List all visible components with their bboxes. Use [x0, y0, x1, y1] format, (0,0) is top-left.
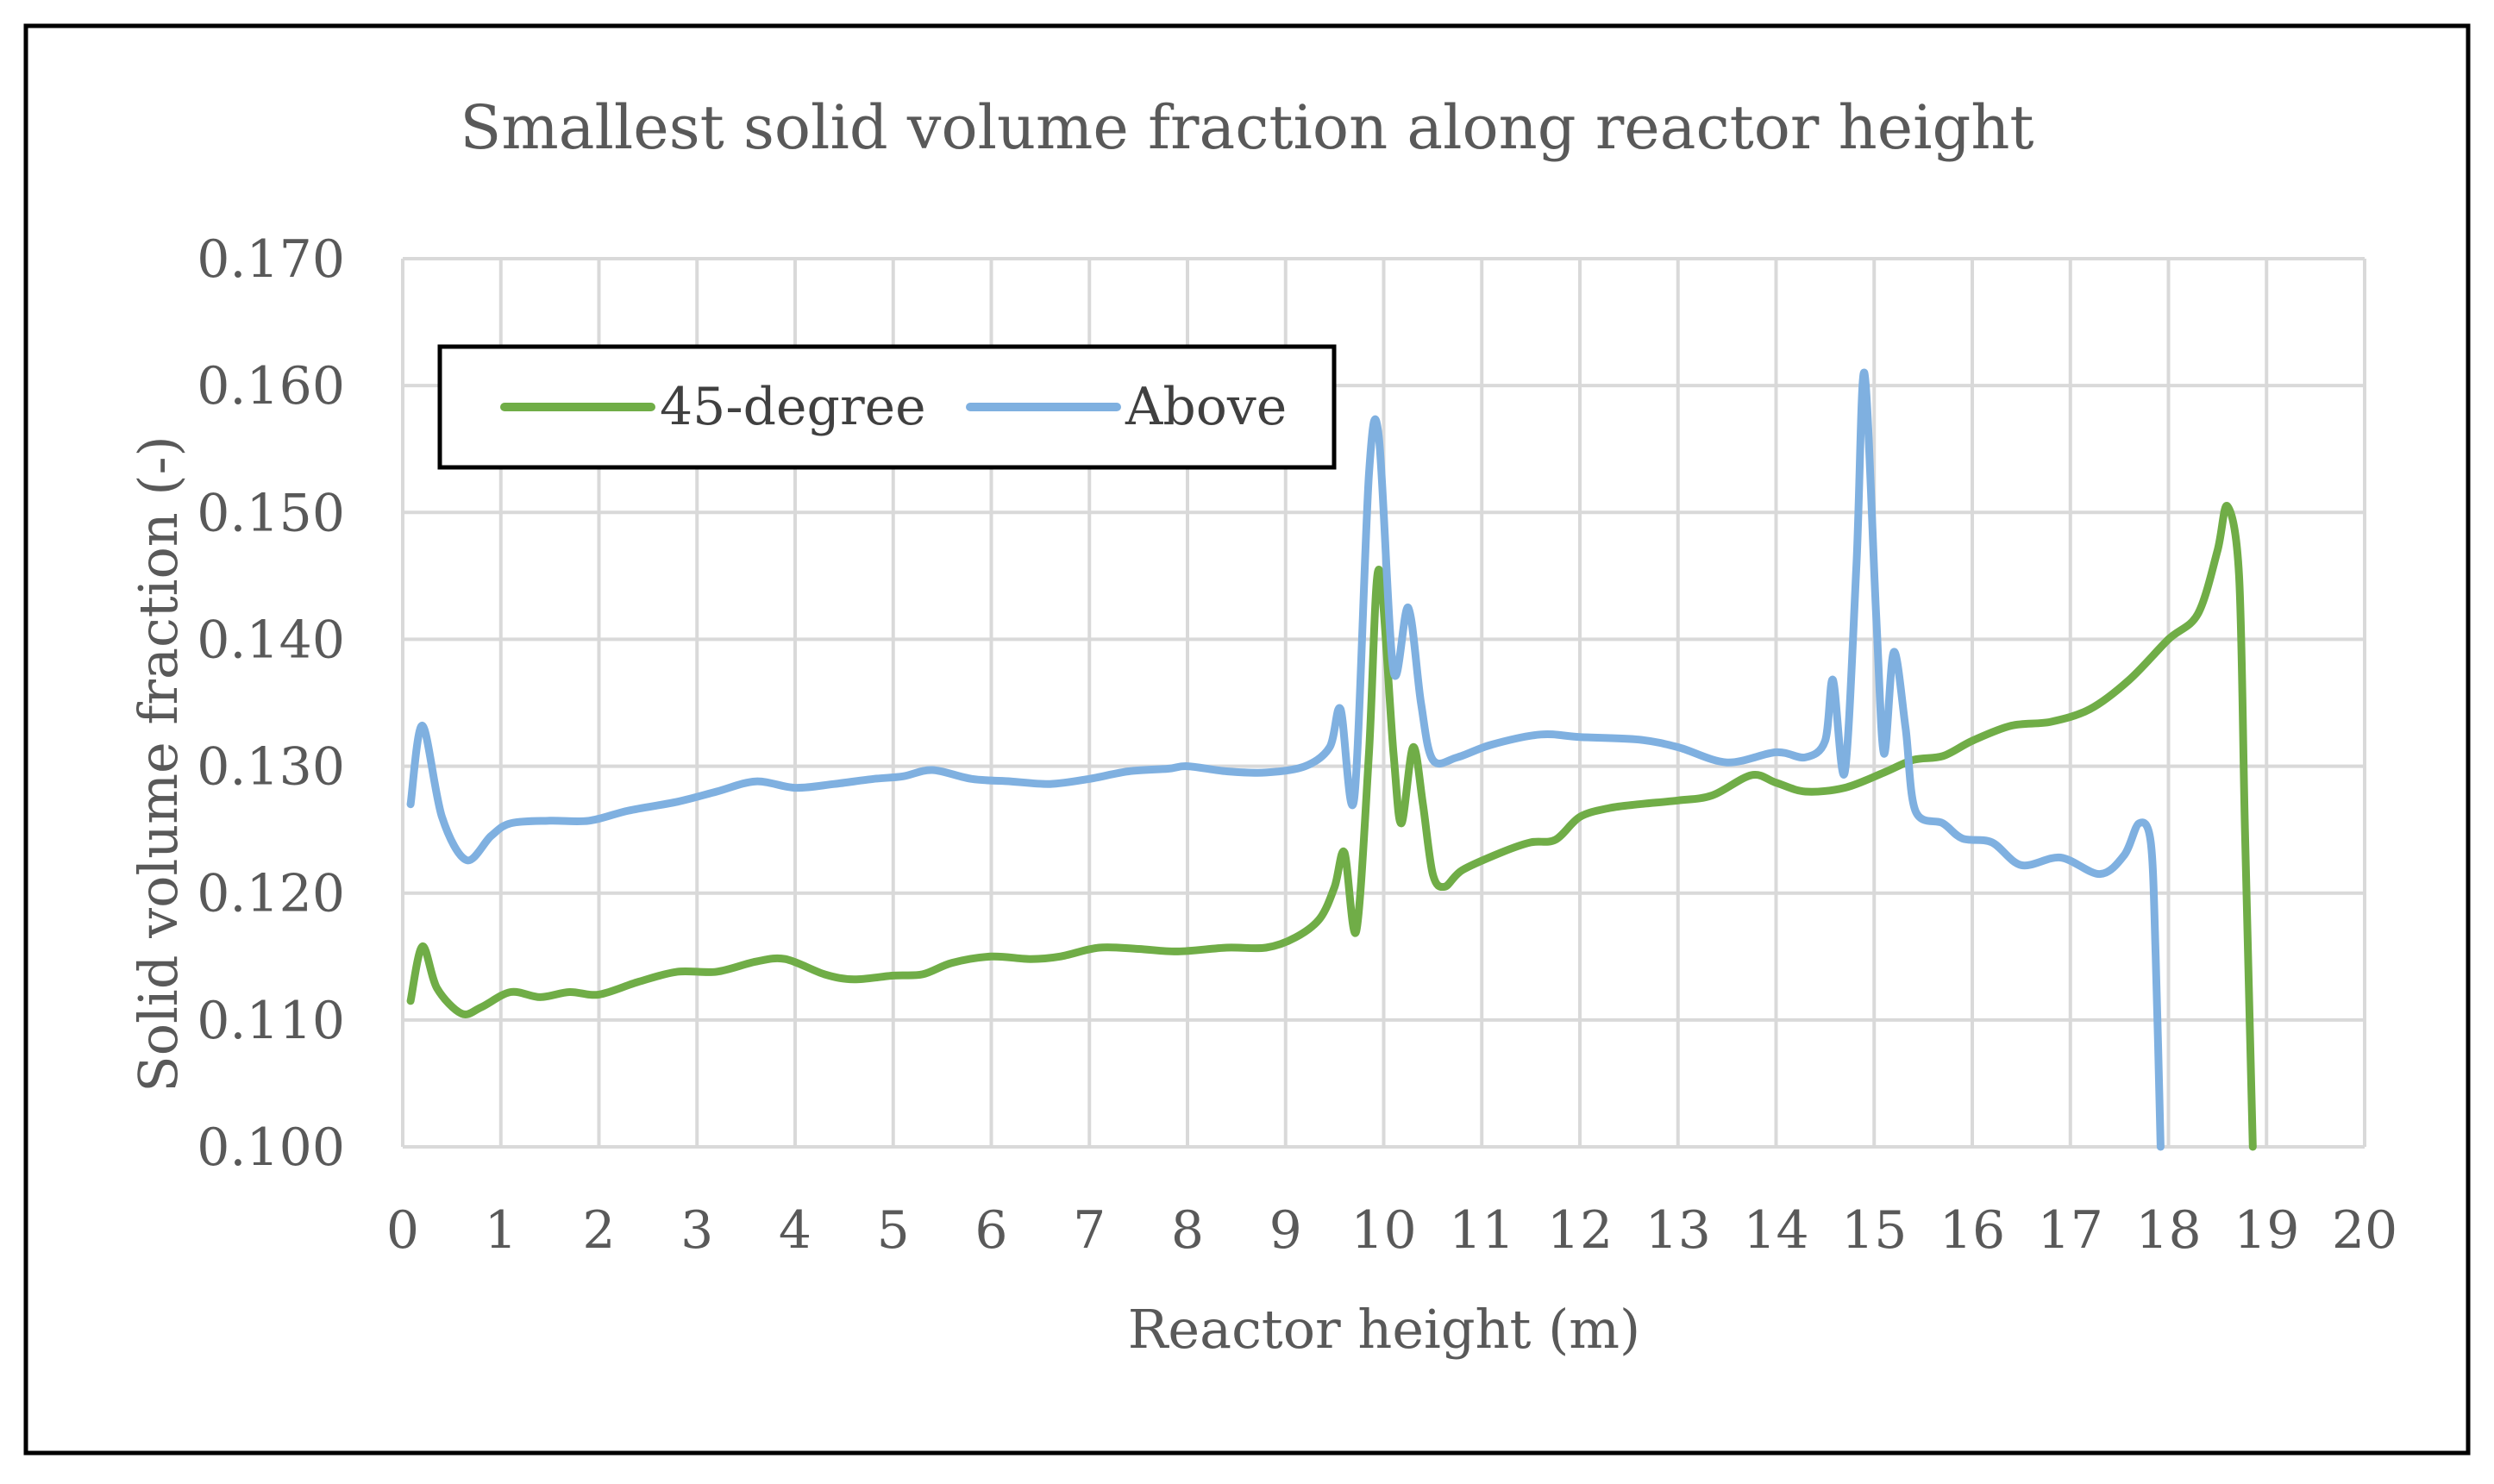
- x-axis-title: Reactor height (m): [1128, 1298, 1641, 1361]
- x-tick-label: 19: [2234, 1200, 2299, 1261]
- y-tick-label: 0.110: [197, 991, 345, 1051]
- legend-label-above: Above: [1125, 377, 1287, 437]
- y-axis-ticks: 0.100 0.110 0.120 0.130 0.140 0.150 0.160 0.170: [197, 229, 345, 1178]
- x-tick-label: 6: [974, 1200, 1007, 1261]
- y-axis-title: Solid volume fraction (-): [127, 435, 190, 1092]
- x-tick-label: 13: [1645, 1200, 1711, 1261]
- series-line-above: [406, 368, 2165, 1151]
- chart-title: Smallest solid volume fraction along rea…: [460, 92, 2033, 163]
- y-tick-label: 0.150: [197, 483, 345, 543]
- y-tick-label: 0.170: [197, 229, 345, 290]
- x-tick-label: 15: [1841, 1200, 1907, 1261]
- x-axis-ticks: 0 1 2 3 4 5 6 7 8 9 10 11 12 13 14 15 16 17 18 19 20: [386, 1200, 2397, 1261]
- y-tick-label: 0.120: [197, 864, 345, 924]
- y-tick-label: 0.140: [197, 610, 345, 670]
- x-tick-label: 9: [1269, 1200, 1302, 1261]
- x-tick-label: 14: [1743, 1200, 1808, 1261]
- y-tick-label: 0.100: [197, 1118, 345, 1178]
- x-tick-label: 11: [1449, 1200, 1514, 1261]
- x-tick-label: 0: [386, 1200, 419, 1261]
- series-line-45-degree: [406, 502, 2257, 1151]
- x-tick-label: 4: [779, 1200, 811, 1261]
- y-tick-label: 0.160: [197, 356, 345, 416]
- x-tick-label: 16: [1939, 1200, 2005, 1261]
- x-tick-label: 12: [1547, 1200, 1613, 1261]
- x-tick-label: 20: [2332, 1200, 2397, 1261]
- legend: 45-degree Above: [437, 344, 1337, 470]
- series-layer: [406, 368, 2257, 1151]
- x-tick-label: 18: [2135, 1200, 2201, 1261]
- chart-frame: [23, 23, 2471, 1456]
- x-tick-label: 2: [582, 1200, 615, 1261]
- y-tick-label: 0.130: [197, 737, 345, 798]
- x-tick-label: 17: [2038, 1200, 2103, 1261]
- x-tick-label: 8: [1171, 1200, 1204, 1261]
- legend-label-45-degree: 45-degree: [660, 377, 926, 437]
- x-tick-label: 1: [485, 1200, 517, 1261]
- x-tick-label: 7: [1073, 1200, 1106, 1261]
- x-tick-label: 5: [877, 1200, 910, 1261]
- x-tick-label: 10: [1350, 1200, 1416, 1261]
- x-tick-label: 3: [680, 1200, 713, 1261]
